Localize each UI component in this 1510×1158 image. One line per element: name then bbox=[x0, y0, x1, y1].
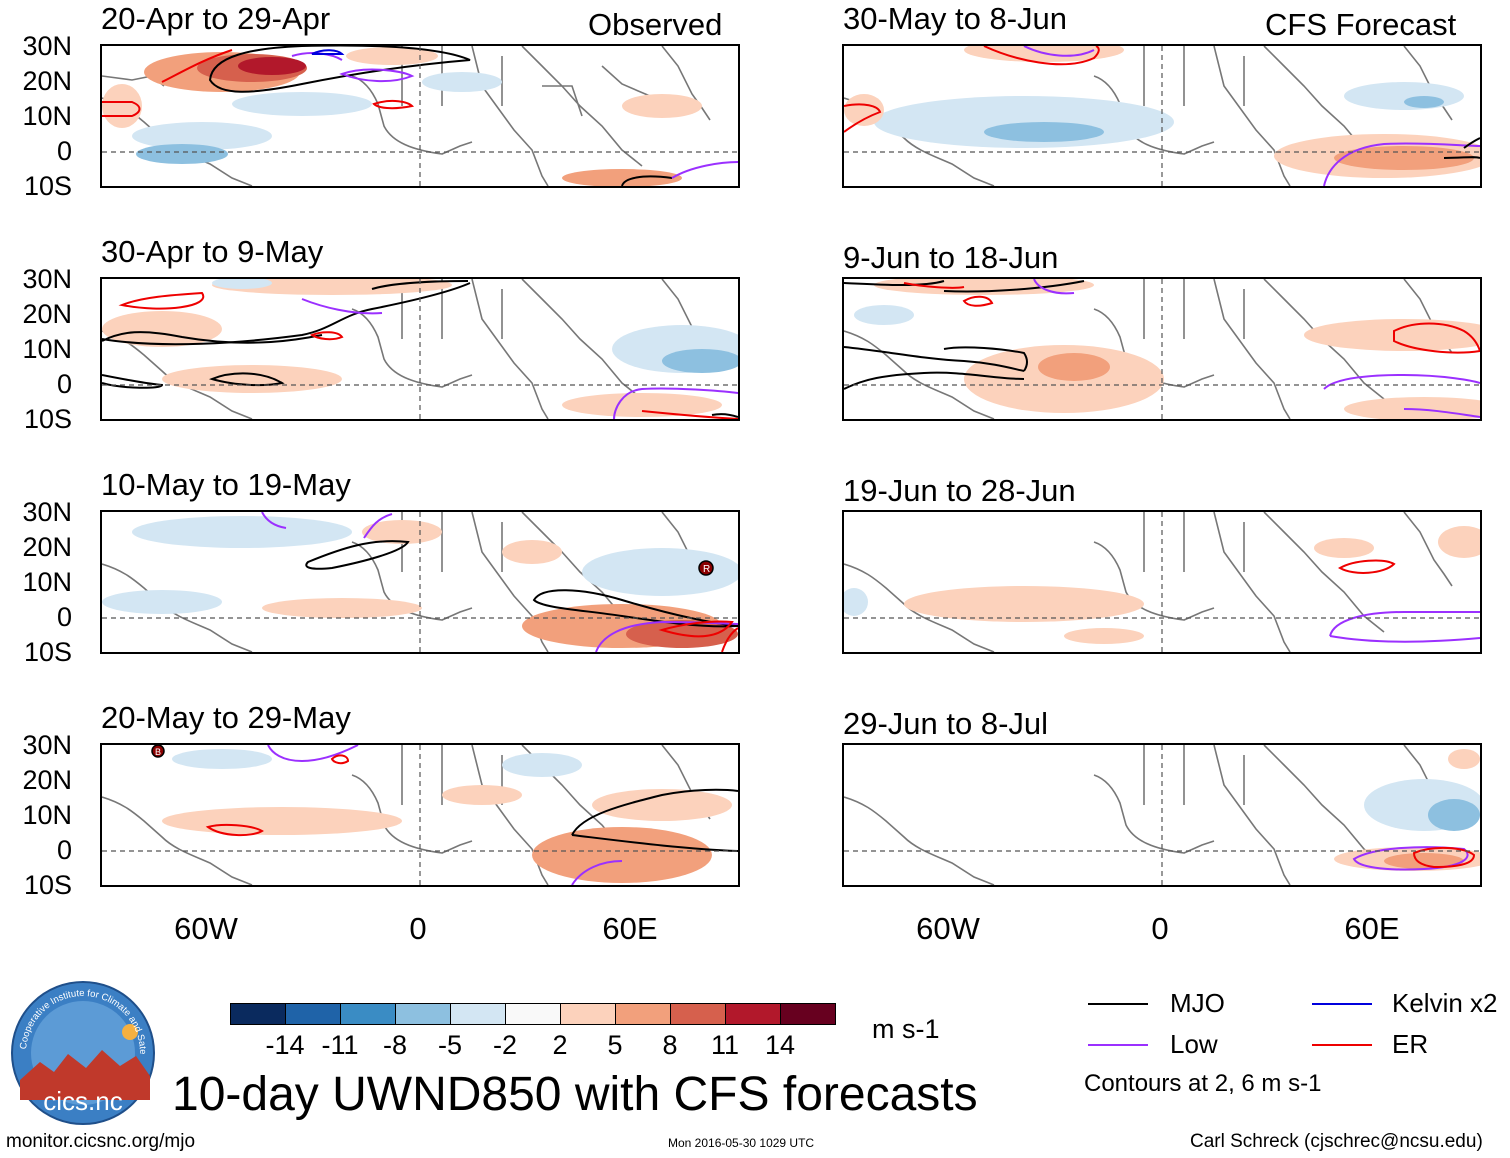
lat-label: 0 bbox=[56, 835, 72, 865]
colorbar-tick-label: 14 bbox=[764, 1030, 796, 1060]
colorbar-swatch bbox=[670, 1003, 726, 1025]
legend-low-swatch bbox=[1088, 1044, 1148, 1046]
legend-er-label: ER bbox=[1392, 1029, 1429, 1059]
colorbar-tick-label: -8 bbox=[382, 1030, 407, 1060]
map-panel-1 bbox=[100, 44, 740, 188]
lon-label-60e: 60E bbox=[602, 911, 658, 946]
colorbar-swatch bbox=[395, 1003, 451, 1025]
colorbar-swatch bbox=[450, 1003, 506, 1025]
panel-title-8: 29-Jun to 8-Jul bbox=[843, 706, 1049, 741]
lat-label: 10S bbox=[23, 404, 72, 434]
map-panel-3: R bbox=[100, 510, 740, 654]
panel-title-2: 30-Apr to 9-May bbox=[101, 234, 324, 269]
lat-label: 10S bbox=[23, 637, 72, 667]
colorbar-tick-label: 2 bbox=[552, 1030, 568, 1060]
panel-title-6: 9-Jun to 18-Jun bbox=[843, 240, 1059, 275]
colorbar-swatch bbox=[285, 1003, 341, 1025]
map-panel-4: B bbox=[100, 743, 740, 887]
lat-label: 10S bbox=[23, 171, 72, 201]
lat-label: 0 bbox=[56, 602, 72, 632]
panel-title-3: 10-May to 19-May bbox=[101, 467, 351, 502]
legend-kelvin-label: Kelvin x2 bbox=[1392, 988, 1498, 1018]
colorbar-tick-label: -2 bbox=[492, 1030, 517, 1060]
footer-author: Carl Schreck (cjschrec@ncsu.edu) bbox=[1190, 1131, 1483, 1152]
panel-title-5: 30-May to 8-Jun bbox=[843, 1, 1067, 36]
lon-label-60w-right: 60W bbox=[916, 911, 980, 946]
footer-website: monitor.cicsnc.org/mjo bbox=[6, 1131, 196, 1152]
colorbar-tick-label: 8 bbox=[662, 1030, 678, 1060]
lon-label-0: 0 bbox=[409, 911, 427, 946]
observed-label: Observed bbox=[588, 7, 723, 42]
lat-label: 10N bbox=[22, 101, 72, 131]
map-panel-6 bbox=[842, 277, 1482, 421]
legend-kelvin-swatch bbox=[1312, 1003, 1372, 1005]
lat-label: 10N bbox=[22, 800, 72, 830]
lat-label: 20N bbox=[22, 66, 72, 96]
lat-label: 0 bbox=[56, 136, 72, 166]
lon-label-0-right: 0 bbox=[1151, 911, 1169, 946]
lat-label: 10S bbox=[23, 870, 72, 900]
colorbar-swatch bbox=[725, 1003, 781, 1025]
lat-label: 30N bbox=[22, 31, 72, 61]
lon-label-60w: 60W bbox=[174, 911, 238, 946]
legend-mjo-swatch bbox=[1088, 1003, 1148, 1005]
lat-label: 30N bbox=[22, 730, 72, 760]
colorbar-swatch bbox=[505, 1003, 561, 1025]
map-panel-8 bbox=[842, 743, 1482, 887]
colorbar-swatch bbox=[615, 1003, 671, 1025]
cics-logo: Cooperative Institute for Climate and Sa… bbox=[7, 972, 156, 1126]
lat-label: 10N bbox=[22, 567, 72, 597]
logo-text: cics.nc bbox=[43, 1086, 122, 1116]
colorbar-tick-label: -14 bbox=[265, 1030, 305, 1060]
lat-label: 30N bbox=[22, 264, 72, 294]
colorbar-units: m s-1 bbox=[872, 1014, 940, 1044]
legend-contour-note: Contours at 2, 6 m s-1 bbox=[1084, 1070, 1322, 1097]
colorbar-tick-label: -5 bbox=[437, 1030, 462, 1060]
panel-title-4: 20-May to 29-May bbox=[101, 700, 351, 735]
map-panel-2 bbox=[100, 277, 740, 421]
legend-er-swatch bbox=[1312, 1044, 1372, 1046]
footer-timestamp: Mon 2016-05-30 1029 UTC bbox=[668, 1136, 815, 1150]
lon-label-60e-right: 60E bbox=[1344, 911, 1400, 946]
cfs-forecast-label: CFS Forecast bbox=[1265, 7, 1457, 42]
panel-title-7: 19-Jun to 28-Jun bbox=[843, 473, 1076, 508]
colorbar-swatch bbox=[560, 1003, 616, 1025]
legend-mjo-label: MJO bbox=[1170, 988, 1225, 1018]
main-title: 10-day UWND850 with CFS forecasts bbox=[172, 1068, 978, 1121]
lat-label: 20N bbox=[22, 765, 72, 795]
lat-label: 10N bbox=[22, 334, 72, 364]
colorbar-tick-label: -11 bbox=[321, 1030, 359, 1060]
map-panel-5 bbox=[842, 44, 1482, 188]
colorbar-swatch bbox=[230, 1003, 286, 1025]
panel-title-1: 20-Apr to 29-Apr bbox=[101, 1, 331, 36]
lat-label: 20N bbox=[22, 299, 72, 329]
lat-label: 0 bbox=[56, 369, 72, 399]
map-panel-7 bbox=[842, 510, 1482, 654]
legend-low-label: Low bbox=[1170, 1029, 1218, 1059]
colorbar-swatch bbox=[340, 1003, 396, 1025]
colorbar-swatch bbox=[780, 1003, 836, 1025]
colorbar-tick-label: 5 bbox=[607, 1030, 623, 1060]
colorbar-tick-label: 11 bbox=[710, 1030, 740, 1060]
lat-label: 30N bbox=[22, 497, 72, 527]
lat-label: 20N bbox=[22, 532, 72, 562]
svg-text:B: B bbox=[155, 747, 161, 757]
svg-text:R: R bbox=[703, 564, 710, 575]
